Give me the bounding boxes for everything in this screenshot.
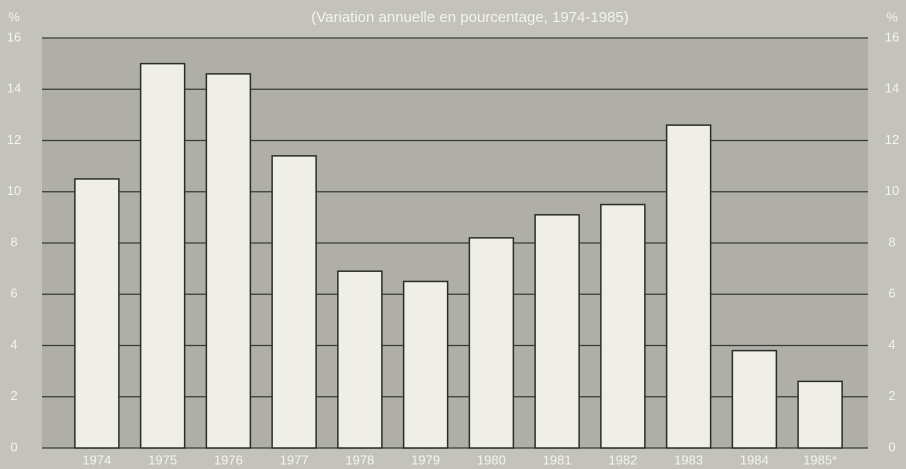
- x-tick-label: 1985*: [803, 452, 837, 467]
- bar: [534, 214, 580, 449]
- y-tick-label: 12: [7, 132, 21, 147]
- y-tick-label: 14: [7, 81, 21, 96]
- bar: [337, 270, 383, 449]
- y-tick-label: 6: [10, 286, 17, 301]
- y2-tick-label: 8: [888, 234, 895, 249]
- x-tick-label: 1974: [82, 452, 111, 467]
- y2-tick-label: 12: [885, 132, 899, 147]
- x-tick-label: 1976: [214, 452, 243, 467]
- x-tick-label: 1978: [345, 452, 374, 467]
- bar: [600, 203, 646, 449]
- y2-tick-label: 6: [888, 286, 895, 301]
- x-tick-label: 1981: [543, 452, 572, 467]
- x-tick-label: 1984: [740, 452, 769, 467]
- y2-tick-label: 4: [888, 337, 895, 352]
- y2-tick-label: 16: [885, 29, 899, 44]
- bar: [731, 349, 778, 449]
- y-axis-label: %: [8, 9, 20, 24]
- bar: [74, 178, 120, 449]
- y2-tick-label: 10: [885, 183, 899, 198]
- y-tick-label: 0: [10, 439, 17, 454]
- bar: [468, 237, 515, 449]
- x-tick-label: 1977: [280, 452, 309, 467]
- y2-tick-label: 0: [888, 439, 895, 454]
- y-tick-label: 16: [7, 29, 21, 44]
- x-tick-label: 1979: [411, 452, 440, 467]
- bar: [205, 73, 252, 449]
- y-tick-label: 8: [10, 234, 17, 249]
- y-tick-label: 10: [7, 183, 21, 198]
- bar: [402, 280, 449, 449]
- bar: [271, 155, 317, 449]
- x-tick-label: 1983: [674, 452, 703, 467]
- y2-tick-label: 2: [888, 388, 895, 403]
- y-tick-label: 2: [10, 388, 17, 403]
- bar: [665, 124, 712, 449]
- x-tick-label: 1982: [608, 452, 637, 467]
- bar: [797, 380, 843, 449]
- bar: [139, 62, 186, 449]
- y2-tick-label: 14: [885, 81, 899, 96]
- y-tick-label: 4: [10, 337, 17, 352]
- x-tick-label: 1975: [148, 452, 177, 467]
- x-tick-label: 1980: [477, 452, 506, 467]
- chart-title: (Variation annuelle en pourcentage, 1974…: [311, 9, 628, 26]
- y2-axis-label: %: [886, 9, 898, 24]
